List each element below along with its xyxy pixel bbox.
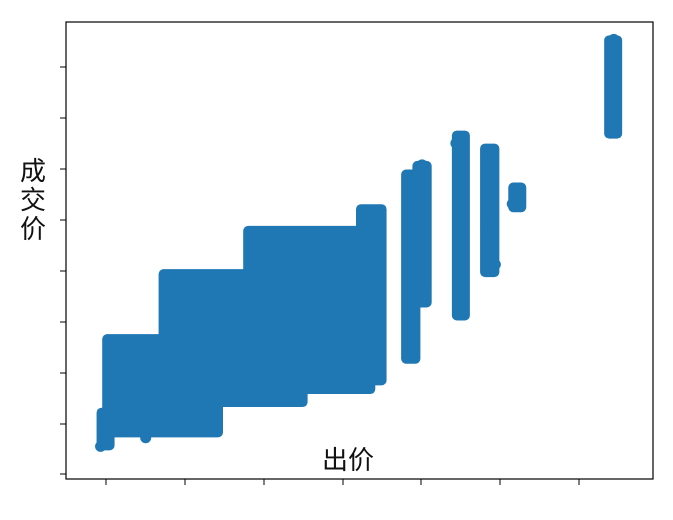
data-point [343,237,355,249]
data-point [506,198,518,210]
point-cluster [243,225,376,395]
data-point [185,367,197,379]
y-axis-label: 成交价 [19,157,46,245]
data-point [275,332,287,344]
data-point [117,423,129,435]
data-point [456,224,468,236]
data-point [298,271,310,283]
data-point [489,258,501,270]
point-clusters [96,35,623,451]
point-cluster [356,204,387,386]
data-point [264,297,276,309]
data-point [512,185,524,197]
point-cluster [412,160,432,308]
data-points [95,33,620,452]
data-point [174,401,186,413]
data-point [416,284,428,296]
data-point [95,440,107,452]
point-cluster [604,35,623,139]
data-point [286,284,298,296]
data-point [151,393,163,405]
data-point [241,358,253,370]
data-point [484,220,496,232]
point-cluster [480,143,500,278]
data-point [371,258,383,270]
data-point [484,146,496,158]
x-axis-label: 出价 [322,446,375,476]
plot-frame [65,21,654,480]
data-point [230,323,242,335]
data-point [410,254,422,266]
data-point [219,341,231,353]
data-point [309,315,321,327]
data-point [128,410,140,422]
data-point [608,33,620,45]
data-point [456,306,468,318]
data-point [354,293,366,305]
data-point [405,181,417,193]
data-point [196,349,208,361]
data-point [365,220,377,232]
data-point [140,432,152,444]
data-point [608,116,620,128]
data-point [252,310,264,322]
data-point [416,159,428,171]
data-point [320,254,332,266]
data-point [450,137,462,149]
data-point [608,72,620,84]
y-axis-ticks [60,66,66,475]
data-point [100,414,112,426]
data-point [207,375,219,387]
x-axis-ticks [105,479,580,485]
data-point [162,380,174,392]
data-point [331,280,343,292]
